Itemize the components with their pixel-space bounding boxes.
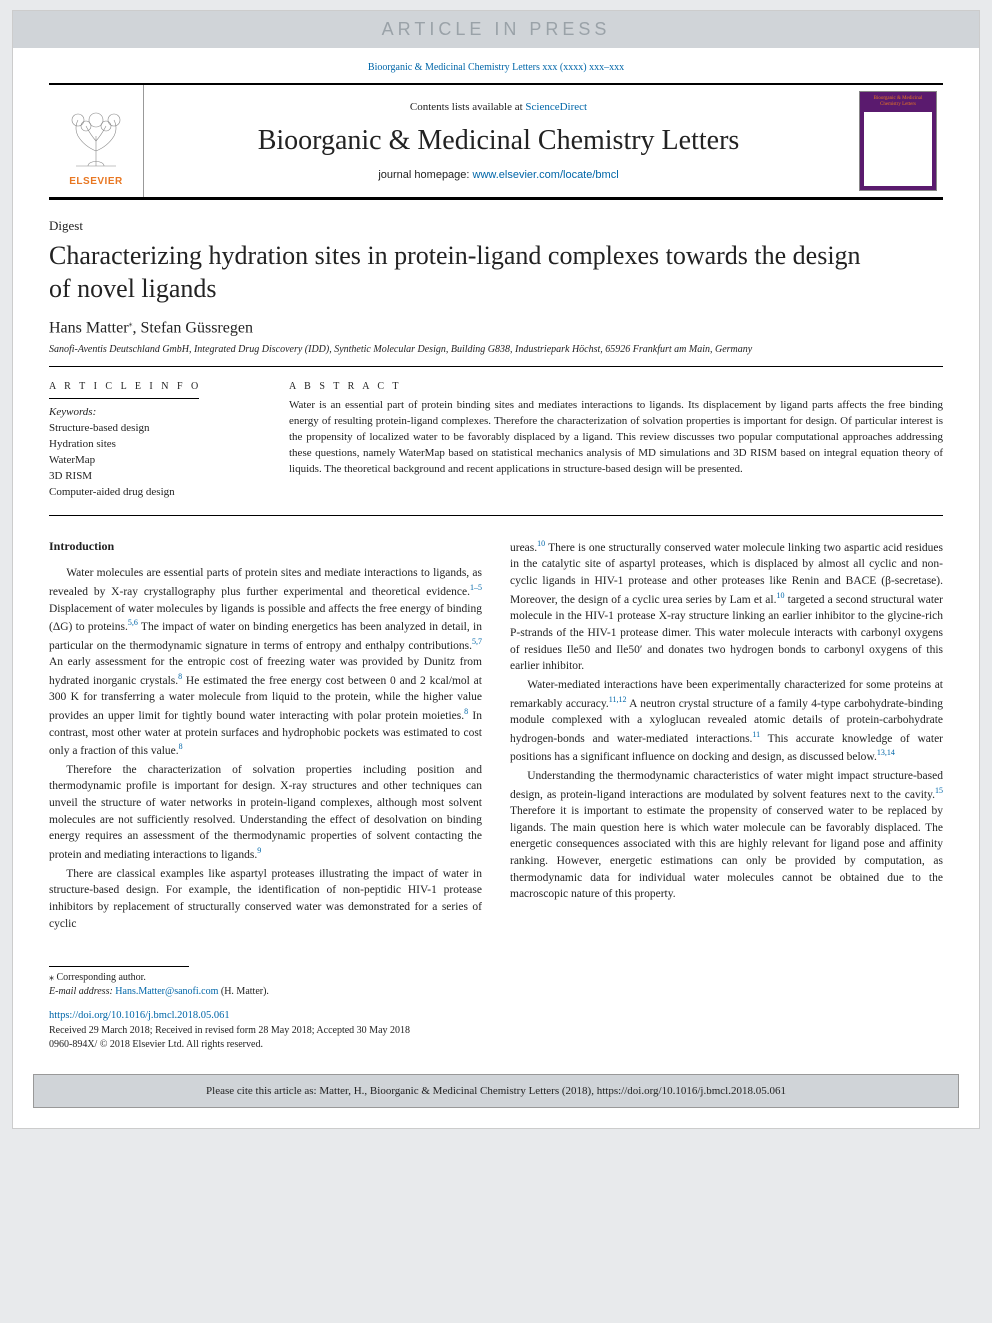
journal-cover-block: Bioorganic & Medicinal Chemistry Letters bbox=[853, 85, 943, 197]
cover-title-text: Bioorganic & Medicinal Chemistry Letters bbox=[864, 96, 932, 108]
body-paragraph: Therefore the characterization of solvat… bbox=[49, 762, 482, 864]
email-suffix: (H. Matter). bbox=[218, 986, 269, 997]
author-email-link[interactable]: Hans.Matter@sanofi.com bbox=[115, 986, 218, 997]
elsevier-tree-icon bbox=[56, 96, 136, 176]
keyword: WaterMap bbox=[49, 453, 249, 469]
abstract-column: A B S T R A C T Water is an essential pa… bbox=[289, 381, 943, 501]
journal-cover-thumbnail: Bioorganic & Medicinal Chemistry Letters bbox=[859, 91, 937, 191]
homepage-link[interactable]: www.elsevier.com/locate/bmcl bbox=[473, 169, 619, 181]
affiliation: Sanofi-Aventis Deutschland GmbH, Integra… bbox=[49, 343, 943, 356]
article-title: Characterizing hydration sites in protei… bbox=[49, 240, 869, 305]
abstract-text: Water is an essential part of protein bi… bbox=[289, 398, 943, 478]
journal-header-box: ELSEVIER Contents lists available at Sci… bbox=[49, 83, 943, 200]
article-in-press-banner: ARTICLE IN PRESS bbox=[13, 11, 979, 48]
section-heading-introduction: Introduction bbox=[49, 538, 482, 555]
article-type: Digest bbox=[49, 218, 943, 234]
keyword: 3D RISM bbox=[49, 469, 249, 485]
contents-available-line: Contents lists available at ScienceDirec… bbox=[152, 101, 845, 113]
footnote-rule bbox=[49, 966, 189, 967]
body-paragraph: Water-mediated interactions have been ex… bbox=[510, 677, 943, 766]
body-paragraph: ureas.10 There is one structurally conse… bbox=[510, 538, 943, 675]
doi-link[interactable]: https://doi.org/10.1016/j.bmcl.2018.05.0… bbox=[49, 1010, 230, 1021]
body-paragraph: There are classical examples like aspart… bbox=[49, 866, 482, 933]
body-columns: Introduction Water molecules are essenti… bbox=[49, 516, 943, 932]
body-paragraph: Understanding the thermodynamic characte… bbox=[510, 768, 943, 903]
article-info-label: A R T I C L E I N F O bbox=[49, 381, 249, 392]
corresponding-author-note: ⁎ Corresponding author. bbox=[49, 971, 943, 985]
keywords-divider bbox=[49, 398, 199, 399]
publisher-name: ELSEVIER bbox=[69, 176, 122, 187]
journal-name: Bioorganic & Medicinal Chemistry Letters bbox=[152, 119, 845, 163]
keyword: Structure-based design bbox=[49, 421, 249, 437]
top-citation-line: Bioorganic & Medicinal Chemistry Letters… bbox=[13, 48, 979, 83]
footer-block: ⁎ Corresponding author. E-mail address: … bbox=[49, 960, 943, 1052]
article-info-column: A R T I C L E I N F O Keywords: Structur… bbox=[49, 381, 249, 501]
email-line: E-mail address: Hans.Matter@sanofi.com (… bbox=[49, 985, 943, 999]
publisher-logo-block: ELSEVIER bbox=[49, 85, 144, 197]
please-cite-box: Please cite this article as: Matter, H.,… bbox=[33, 1074, 959, 1108]
article-body: Digest Characterizing hydration sites in… bbox=[13, 200, 979, 1060]
journal-homepage-line: journal homepage: www.elsevier.com/locat… bbox=[152, 169, 845, 181]
journal-center-block: Contents lists available at ScienceDirec… bbox=[144, 85, 853, 197]
body-paragraph: Water molecules are essential parts of p… bbox=[49, 565, 482, 759]
cover-white-area bbox=[864, 112, 932, 186]
authors-line: Hans Matter⁎, Stefan Güssregen bbox=[49, 319, 943, 337]
sciencedirect-link[interactable]: ScienceDirect bbox=[525, 101, 587, 113]
keyword: Computer-aided drug design bbox=[49, 485, 249, 501]
page-container: ARTICLE IN PRESS Bioorganic & Medicinal … bbox=[12, 10, 980, 1129]
contents-prefix: Contents lists available at bbox=[410, 101, 525, 113]
homepage-prefix: journal homepage: bbox=[378, 169, 472, 181]
keywords-list: Keywords: Structure-based design Hydrati… bbox=[49, 405, 249, 501]
email-label: E-mail address: bbox=[49, 986, 115, 997]
keywords-header: Keywords: bbox=[49, 406, 96, 418]
keyword: Hydration sites bbox=[49, 437, 249, 453]
issn-copyright: 0960-894X/ © 2018 Elsevier Ltd. All righ… bbox=[49, 1038, 943, 1052]
abstract-label: A B S T R A C T bbox=[289, 381, 943, 392]
received-dates: Received 29 March 2018; Received in revi… bbox=[49, 1024, 943, 1038]
article-meta-row: A R T I C L E I N F O Keywords: Structur… bbox=[49, 367, 943, 516]
